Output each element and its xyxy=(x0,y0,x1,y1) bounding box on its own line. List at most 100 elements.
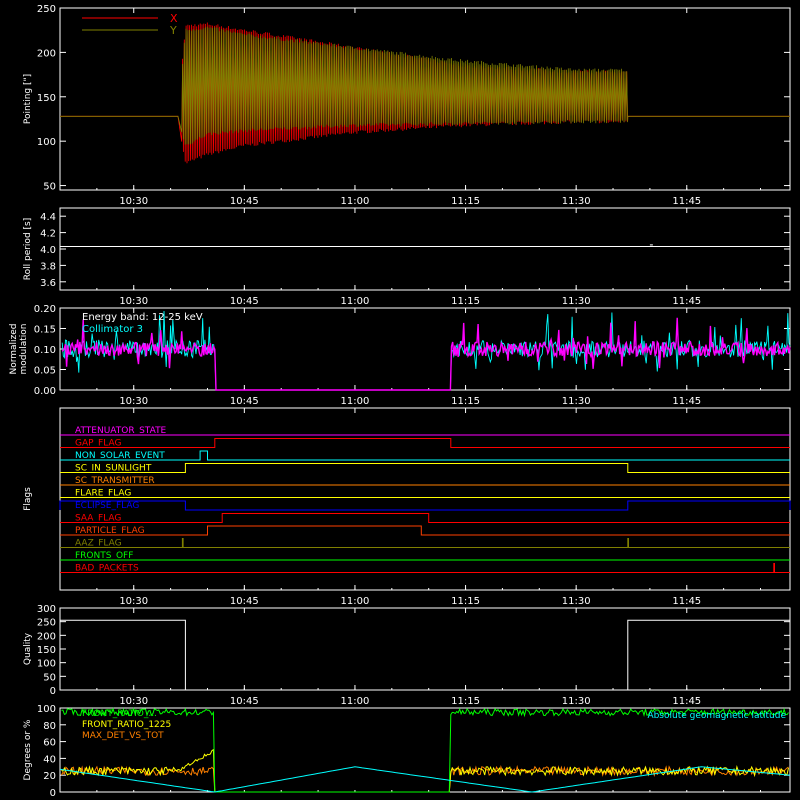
y-tick-label: 50 xyxy=(43,182,56,193)
flag-label: PARTICLE_FLAG xyxy=(75,526,145,536)
flag-label: ATTENUATOR_STATE xyxy=(75,426,167,436)
y-tick-label: 300 xyxy=(37,604,56,615)
x-tick-label: 11:00 xyxy=(341,596,370,607)
y-tick-label: 60 xyxy=(43,738,56,749)
y-tick-label: 40 xyxy=(43,754,56,765)
x-tick-label: 11:45 xyxy=(672,696,701,707)
flag-label: SC_IN_SUNLIGHT xyxy=(75,464,152,474)
flag-gap-flag-trace xyxy=(60,438,790,448)
x-tick-label: 10:30 xyxy=(119,696,148,707)
legend-label: Collimator 3 xyxy=(82,324,143,335)
x-tick-label: 11:30 xyxy=(562,196,591,207)
x-tick-label: 11:45 xyxy=(672,596,701,607)
flag-label: AAZ_FLAG xyxy=(75,539,122,549)
series-y-line xyxy=(60,26,790,145)
flag-label: NON_SOLAR_EVENT xyxy=(75,451,165,461)
geomagnetic-latitude-line xyxy=(59,766,791,793)
x-tick-label: 10:30 xyxy=(119,396,148,407)
x-tick-label: 10:45 xyxy=(230,396,259,407)
x-tick-label: 10:45 xyxy=(230,696,259,707)
x-tick-label: 11:15 xyxy=(451,296,480,307)
modulation-series-line xyxy=(61,317,791,391)
legend-label: FRONT_RATIO_1225 xyxy=(82,720,171,730)
y-tick-label: 3.6 xyxy=(40,278,56,289)
energy-band-annotation: Energy band: 12-25 keV xyxy=(82,312,203,323)
y-tick-label: 0.15 xyxy=(34,325,56,336)
flag-aaz-flag-trace xyxy=(60,538,790,548)
right-legend-label: Absolute geomagnetic latitude xyxy=(647,711,786,721)
y-tick-label: 3.8 xyxy=(40,261,56,272)
x-tick-label: 11:30 xyxy=(562,296,591,307)
y-tick-label: 0 xyxy=(50,686,56,697)
y-tick-label: 100 xyxy=(37,137,56,148)
x-tick-label: 11:00 xyxy=(341,296,370,307)
legend-label: X xyxy=(170,12,178,25)
y-tick-label: 0.05 xyxy=(34,366,56,377)
x-tick-label: 11:00 xyxy=(341,196,370,207)
x-tick-label: 11:30 xyxy=(562,696,591,707)
flag-label: GAP_FLAG xyxy=(75,439,121,449)
flag-label: SAA_FLAG xyxy=(75,514,121,524)
x-tick-label: 11:15 xyxy=(451,196,480,207)
panel-2: 10:30 10:45 11:00 11:15 11:30 11:45 3.6 3.8 4.0 4… xyxy=(23,207,791,307)
x-tick-label: 10:30 xyxy=(119,596,148,607)
plot-stack: 10:30 10:45 11:00 11:15 11:30 11:45 50 100 150 20… xyxy=(9,4,791,799)
flag-bad-packets-trace xyxy=(60,563,790,573)
y-axis-label: Degrees or % xyxy=(23,719,33,780)
x-tick-label: 11:00 xyxy=(341,696,370,707)
panel-3: 10:30 10:45 11:00 11:15 11:30 11:45 0.00 0.05 0.… xyxy=(9,304,791,407)
y-axis-label: Normalizedmodulation xyxy=(9,323,29,374)
flag-particle-flag-trace xyxy=(60,525,790,536)
flag-sc-in-sunlight-trace xyxy=(60,463,790,473)
y-tick-label: 250 xyxy=(37,618,56,629)
y-axis-label: Roll period [s] xyxy=(23,218,33,280)
flag-label: FRONTS_OFF xyxy=(75,551,133,561)
y-axis-label: Flags xyxy=(23,487,33,511)
panel-frame xyxy=(59,407,791,591)
y-axis-label: Pointing ["] xyxy=(23,74,33,124)
y-tick-label: 250 xyxy=(37,4,56,15)
y-axis-label: Quality xyxy=(23,632,33,665)
x-tick-label: 11:30 xyxy=(562,596,591,607)
x-tick-label: 10:30 xyxy=(119,196,148,207)
panel-5: 10:30 10:45 11:00 11:15 11:30 11:45 0 50 100 150 2… xyxy=(23,604,791,707)
x-tick-label: 11:15 xyxy=(451,596,480,607)
x-tick-label: 11:45 xyxy=(672,196,701,207)
flag-label: BAD_PACKETS xyxy=(75,564,139,574)
y-tick-label: 150 xyxy=(37,93,56,104)
x-tick-label: 11:30 xyxy=(562,396,591,407)
x-tick-label: 11:45 xyxy=(672,396,701,407)
y-tick-label: 0.00 xyxy=(34,386,56,397)
flag-non-solar-event-trace xyxy=(60,450,790,461)
x-tick-label: 10:30 xyxy=(119,296,148,307)
flag-label: ECLIPSE_FLAG xyxy=(75,501,139,511)
y-tick-label: 100 xyxy=(37,704,56,715)
y-tick-label: 50 xyxy=(43,672,56,683)
series-front-ratio--line xyxy=(61,707,789,793)
y-tick-label: 80 xyxy=(43,721,56,732)
panel-6: 0 20 40 60 80 100 Degrees or % FRONT_RATIO_...F… xyxy=(23,704,791,799)
y-tick-label: 150 xyxy=(37,645,56,656)
y-tick-label: 4.2 xyxy=(40,229,56,240)
flag-saa-flag-trace xyxy=(60,513,790,523)
x-tick-label: 11:00 xyxy=(341,396,370,407)
y-tick-label: 20 xyxy=(43,771,56,782)
flag-eclipse-flag-trace xyxy=(59,500,791,511)
x-tick-label: 10:45 xyxy=(230,196,259,207)
panel-frame xyxy=(59,7,791,191)
y-tick-label: 200 xyxy=(37,631,56,642)
legend-label: MAX_DET_VS_TOT xyxy=(82,731,164,741)
y-tick-label: 0 xyxy=(50,788,56,799)
legend-label: FRONT_RATIO_... xyxy=(82,709,157,719)
y-tick-label: 200 xyxy=(37,48,56,59)
y-tick-label: 4.4 xyxy=(40,212,56,223)
panel-4: 10:30 10:45 11:00 11:15 11:30 11:45 Flags ATTEN… xyxy=(23,407,791,607)
panel-1: 10:30 10:45 11:00 11:15 11:30 11:45 50 100 150 20… xyxy=(23,4,791,207)
legend-label: Y xyxy=(169,24,177,37)
x-tick-label: 10:45 xyxy=(230,296,259,307)
y-tick-label: 0.10 xyxy=(34,345,56,356)
y-tick-label: 4.0 xyxy=(40,245,56,256)
flag-label: FLARE_FLAG xyxy=(75,489,131,499)
